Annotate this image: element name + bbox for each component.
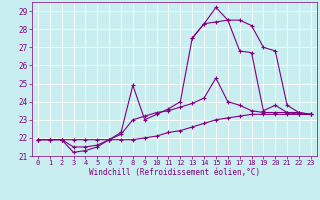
X-axis label: Windchill (Refroidissement éolien,°C): Windchill (Refroidissement éolien,°C) — [89, 168, 260, 177]
